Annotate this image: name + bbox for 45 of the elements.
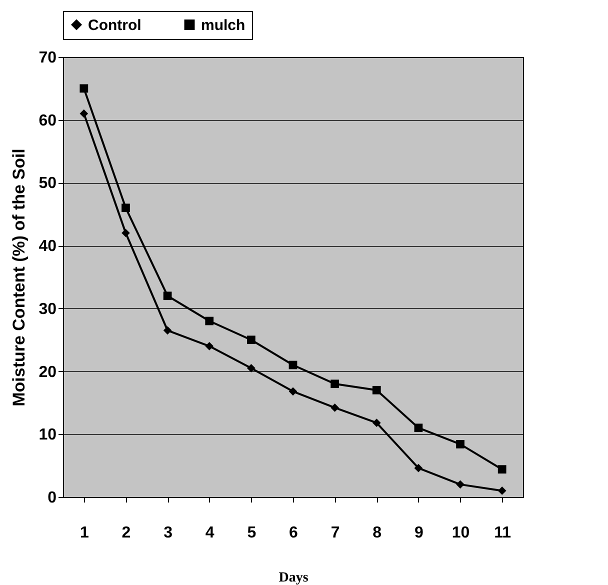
- point: [247, 336, 256, 344]
- point: [498, 465, 506, 474]
- y-tick-label: 50: [38, 175, 57, 192]
- point: [372, 386, 381, 394]
- point: [122, 228, 130, 238]
- point: [456, 440, 464, 448]
- point: [122, 204, 130, 212]
- point: [247, 364, 256, 372]
- x-tick-label: 10: [452, 524, 470, 542]
- y-tick-label: 10: [38, 426, 57, 444]
- point: [330, 380, 339, 388]
- legend-label: Control: [88, 16, 142, 34]
- y-tick-label: 20: [38, 364, 57, 381]
- y-tick-label: 0: [48, 490, 57, 506]
- x-tick-label: 7: [330, 524, 340, 542]
- point: [330, 404, 339, 412]
- point: [205, 342, 214, 350]
- point: [80, 109, 88, 118]
- x-tick-label: 1: [80, 524, 89, 542]
- point: [288, 387, 298, 396]
- point: [456, 480, 464, 489]
- x-tick-label: 5: [247, 524, 256, 542]
- y-axis-title: Moisture Content (%) of the Soil: [10, 148, 29, 406]
- y-tick-label: 40: [38, 238, 57, 256]
- y-tick-label: 60: [38, 112, 57, 130]
- point: [372, 418, 381, 428]
- x-tick-label: 4: [205, 524, 214, 542]
- point: [80, 84, 88, 93]
- x-axis-title: Days: [278, 570, 309, 585]
- point: [414, 424, 423, 432]
- y-tick-label: 30: [38, 300, 57, 318]
- x-tick-label: 11: [494, 524, 512, 542]
- x-tick-label: 3: [164, 524, 173, 542]
- x-tick-label: 2: [122, 524, 131, 542]
- x-tick-label: 6: [289, 524, 298, 542]
- y-tick-label: 70: [38, 50, 57, 66]
- point: [163, 292, 172, 300]
- point: [163, 326, 172, 335]
- x-tick-label: 8: [372, 524, 382, 542]
- point: [288, 360, 298, 370]
- point: [498, 486, 506, 495]
- legend-label: mulch: [201, 16, 246, 34]
- point: [205, 316, 214, 326]
- x-tick-label: 9: [414, 524, 424, 542]
- point: [414, 464, 423, 472]
